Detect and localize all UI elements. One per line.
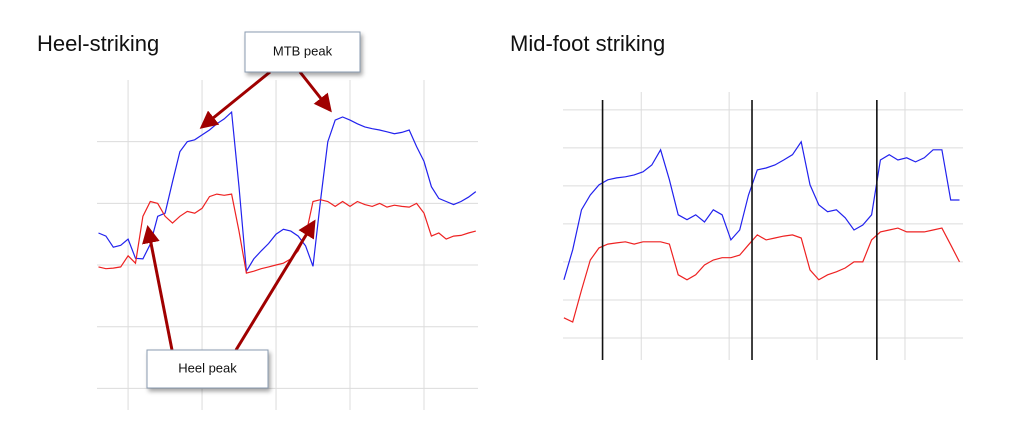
arrow: [298, 71, 332, 113]
arrow: [234, 219, 316, 351]
series-line: [98, 110, 477, 274]
callout-label: Heel peak: [178, 360, 237, 375]
callouts: MTB peak Heel peak: [142, 31, 361, 389]
chart-title: Mid-foot striking: [510, 31, 665, 56]
series-line: [563, 140, 960, 280]
series-line: [98, 193, 476, 274]
charts: Heel-striking Mid-foot striking: [37, 31, 963, 410]
arrow: [142, 225, 174, 351]
arrow: [199, 70, 271, 129]
chart: Mid-foot striking: [510, 31, 963, 360]
callout-box: [146, 349, 269, 389]
callout-label: MTB peak: [273, 43, 333, 58]
callout-box: [244, 31, 361, 73]
chart-title: Heel-striking: [37, 31, 159, 56]
series-line: [563, 227, 961, 323]
